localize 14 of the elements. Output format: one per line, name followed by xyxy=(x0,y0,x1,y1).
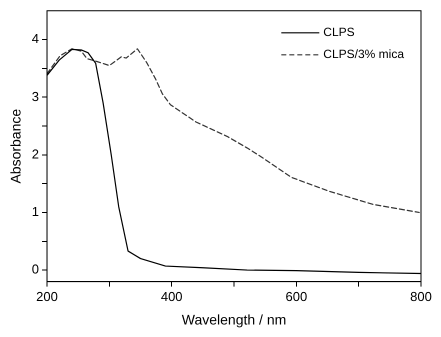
y-tick-label: 0 xyxy=(32,262,40,277)
x-tick-label: 800 xyxy=(410,288,432,304)
x-tick-label: 600 xyxy=(285,288,308,304)
y-axis-title: Absorbance xyxy=(7,108,24,184)
line-series xyxy=(47,48,420,214)
legend-label: CLPS/3% mica xyxy=(323,47,404,62)
y-tick-label: 1 xyxy=(32,204,40,220)
x-tick-label: 400 xyxy=(160,288,183,304)
x-tick-label: 200 xyxy=(36,288,58,304)
x-axis-title: Wavelength / nm xyxy=(182,311,286,328)
y-tick-label: 2 xyxy=(32,146,40,162)
y-tick-label: 4 xyxy=(32,31,40,46)
legend-label: CLPS xyxy=(323,25,355,40)
y-tick-label: 3 xyxy=(32,88,40,104)
